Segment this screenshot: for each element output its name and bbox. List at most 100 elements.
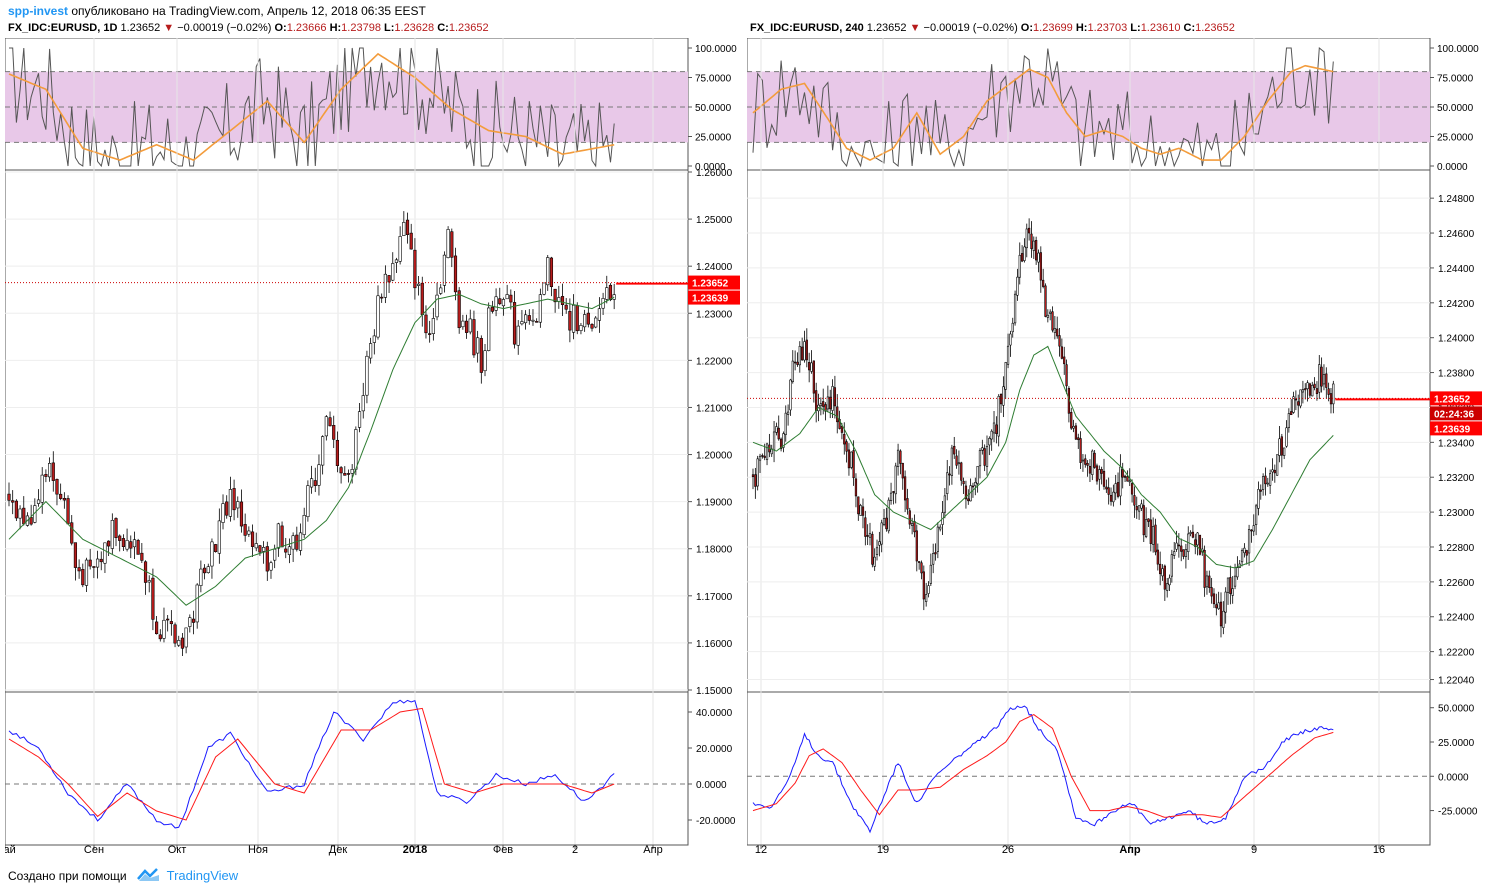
candle-body: [889, 492, 893, 502]
candle-body: [985, 446, 989, 467]
candle-body: [1264, 475, 1267, 485]
candle-body: [446, 229, 450, 259]
candle-body: [62, 497, 66, 501]
candle-body: [339, 467, 343, 474]
candle-body: [1079, 438, 1082, 463]
candle-body: [553, 288, 557, 303]
candle-body: [1042, 279, 1045, 287]
x-tick-label: 2018: [403, 844, 427, 856]
price-tick-label: 1.23000: [696, 309, 733, 320]
candle-body: [258, 545, 262, 553]
candle-body: [810, 362, 813, 372]
symbol-label: FX_IDC:EURUSD, 240: [750, 22, 864, 34]
candle-body: [306, 485, 310, 518]
candle-body: [892, 491, 895, 493]
candle-body: [132, 539, 137, 548]
publish-header: spp-invest опубликовано на TradingView.c…: [8, 4, 426, 18]
candle-body: [1163, 565, 1166, 590]
candle-body: [280, 525, 284, 548]
candle-body: [1086, 463, 1089, 466]
candle-body: [1315, 388, 1319, 395]
low-label: L:: [1130, 22, 1141, 34]
stochastic-k-line: [752, 47, 1334, 168]
candle-body: [516, 325, 520, 346]
candle-body: [859, 505, 862, 516]
candle-body: [1142, 505, 1145, 536]
candle-body: [845, 441, 848, 452]
candle-body: [1276, 454, 1279, 476]
candle-body: [1077, 437, 1080, 441]
candle-body: [1023, 246, 1026, 261]
price-tag-label: 1.23652: [1434, 394, 1471, 405]
candle-body: [920, 562, 923, 574]
candle-body: [1191, 531, 1195, 538]
candle-body: [398, 236, 402, 262]
price-tick-label: 1.24800: [1438, 194, 1475, 205]
macd-tick-label: -25.0000: [1438, 807, 1478, 818]
candle-body: [568, 311, 572, 331]
moving-average-line: [752, 345, 1334, 569]
candle-body: [754, 474, 757, 487]
candle-body: [861, 506, 865, 516]
moving-average-line: [8, 293, 615, 606]
candle-body: [1154, 524, 1157, 553]
macd-line: [8, 699, 615, 829]
candle-body: [413, 249, 417, 289]
candle-body: [1177, 544, 1180, 547]
candle-body: [125, 539, 129, 550]
candle-body: [1278, 438, 1281, 456]
candle-body: [911, 523, 914, 526]
candle-body: [1156, 549, 1159, 565]
candle-body: [453, 255, 458, 293]
stoch-tick-label: 25.0000: [695, 133, 732, 144]
candle-body: [1030, 233, 1033, 249]
candle-body: [1065, 364, 1068, 387]
candle-body: [1116, 482, 1120, 497]
x-tick-label: Сен: [84, 844, 104, 856]
price-tag-box: [1430, 391, 1482, 406]
price-tick-label: 1.23200: [1438, 473, 1475, 484]
tradingview-logo-icon: [136, 866, 161, 885]
candle-body: [1269, 473, 1272, 486]
ma-tag-box: [1430, 421, 1482, 436]
candle-body: [464, 320, 469, 333]
candle-body: [527, 315, 531, 321]
candle-body: [365, 355, 369, 396]
candle-body: [857, 496, 860, 515]
candle-body: [974, 482, 977, 487]
x-tick-label: 26: [1002, 844, 1014, 856]
candle-body: [1240, 550, 1244, 563]
candle-body: [1140, 503, 1143, 509]
low-label: L:: [384, 22, 395, 34]
candle-body: [147, 580, 151, 583]
candle-body: [1137, 505, 1141, 512]
candle-body: [391, 263, 395, 281]
candle-body: [387, 275, 391, 283]
chart-panel-4h[interactable]: 100.0000 75.0000 50.0000 25.0000 0.0000 1.248…: [747, 38, 1488, 860]
chart-panel-daily[interactable]: 100.000075.000050.000025.00000.00001.260…: [5, 38, 742, 860]
candle-body: [483, 350, 487, 372]
down-arrow-icon: ▼: [909, 22, 921, 34]
candle-body: [424, 314, 428, 334]
candle-body: [1254, 505, 1258, 525]
open-value: 1.23666: [286, 22, 327, 34]
candle-body: [847, 449, 851, 469]
candle-body: [140, 552, 144, 561]
stoch-tick-label: 25.0000: [1437, 133, 1474, 144]
candle-body: [590, 324, 594, 329]
author-link[interactable]: spp-invest: [8, 4, 69, 18]
candle-body: [948, 473, 951, 476]
candle-body: [976, 465, 979, 484]
tradingview-brand-link[interactable]: TradingView: [166, 868, 239, 883]
candle-body: [1049, 311, 1052, 314]
candle-body: [1058, 335, 1061, 347]
candle-body: [1128, 480, 1131, 483]
candle-body: [560, 296, 565, 305]
candle-body: [309, 478, 314, 488]
candle-body: [1259, 489, 1262, 492]
candle-body: [22, 507, 26, 525]
candle-body: [896, 449, 900, 467]
candle-body: [1135, 506, 1138, 511]
candle-body: [1182, 549, 1185, 557]
candle-body: [1325, 373, 1328, 388]
